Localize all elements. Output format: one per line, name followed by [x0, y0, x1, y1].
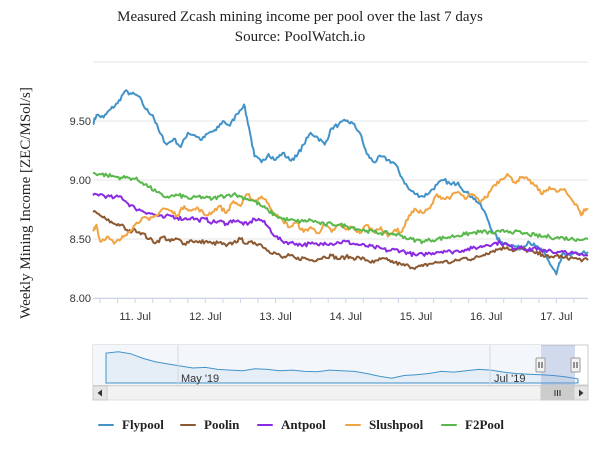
legend: Flypool Poolin Antpool Slushpool F2Pool	[0, 415, 600, 435]
legend-swatch-f2pool	[441, 424, 457, 426]
chart-title: Measured Zcash mining income per pool ov…	[117, 9, 483, 25]
series-line-flypool[interactable]	[92, 89, 589, 276]
scrollbar-track[interactable]	[92, 385, 589, 401]
navigator[interactable]: May '19 Jul '19	[92, 344, 589, 386]
scrollbar[interactable]	[92, 385, 589, 401]
legend-swatch-slushpool	[345, 424, 361, 426]
x-axis: 11. Jul 12. Jul 13. Jul 14. Jul 15. Jul 16. J…	[93, 298, 588, 323]
y-axis-title: Weekly Mining Income [ZEC/MSol/s]	[18, 87, 34, 319]
x-tick-label: 11. Jul	[119, 311, 151, 323]
x-tick-label: 16. Jul	[470, 311, 502, 323]
x-tick-label: 13. Jul	[259, 311, 291, 323]
y-tick-label: 9.50	[70, 116, 91, 128]
series-line-f2pool[interactable]	[92, 171, 589, 245]
legend-item-poolin[interactable]: Poolin	[180, 415, 239, 435]
x-tick-label: 15. Jul	[400, 311, 432, 323]
legend-label: Poolin	[204, 417, 240, 432]
legend-item-flypool[interactable]: Flypool	[98, 415, 164, 435]
y-axis: 8.00 8.50 9.00 9.50	[70, 116, 91, 305]
x-tick-label: 12. Jul	[189, 311, 221, 323]
arrow-right-icon	[579, 389, 584, 397]
chart-subtitle: Source: PoolWatch.io	[234, 29, 366, 45]
legend-label: F2Pool	[465, 417, 504, 432]
y-tick-label: 9.00	[70, 175, 91, 187]
x-tick-label: 14. Jul	[330, 311, 362, 323]
chart-svg: 8.00 8.50 9.00 9.50 11. Jul 12. Jul 13. Jul 14…	[18, 61, 589, 401]
series-line-antpool[interactable]	[92, 192, 589, 258]
legend-swatch-poolin	[180, 424, 196, 426]
navigator-label: May '19	[181, 373, 219, 385]
legend-item-f2pool[interactable]: F2Pool	[441, 415, 504, 435]
legend-label: Flypool	[122, 417, 164, 432]
series-line-poolin[interactable]	[92, 209, 589, 271]
arrow-left-icon	[97, 389, 102, 397]
navigator-handle-left[interactable]	[535, 357, 546, 373]
legend-swatch-antpool	[257, 424, 273, 426]
y-tick-label: 8.50	[70, 234, 91, 246]
legend-swatch-flypool	[98, 424, 114, 426]
navigator-handle-right[interactable]	[570, 357, 581, 373]
navigator-series-line	[105, 351, 579, 384]
navigator-outside-mask	[93, 345, 541, 385]
legend-item-antpool[interactable]: Antpool	[257, 415, 326, 435]
x-tick-label: 17. Jul	[540, 311, 572, 323]
legend-item-slushpool[interactable]: Slushpool	[345, 415, 423, 435]
legend-label: Antpool	[281, 417, 326, 432]
grid-lines	[93, 61, 588, 299]
navigator-selected-range[interactable]	[541, 345, 575, 385]
plot-area[interactable]	[92, 89, 589, 276]
navigator-label: Jul '19	[494, 373, 525, 385]
y-tick-label: 8.00	[70, 293, 91, 305]
legend-label: Slushpool	[369, 417, 424, 432]
